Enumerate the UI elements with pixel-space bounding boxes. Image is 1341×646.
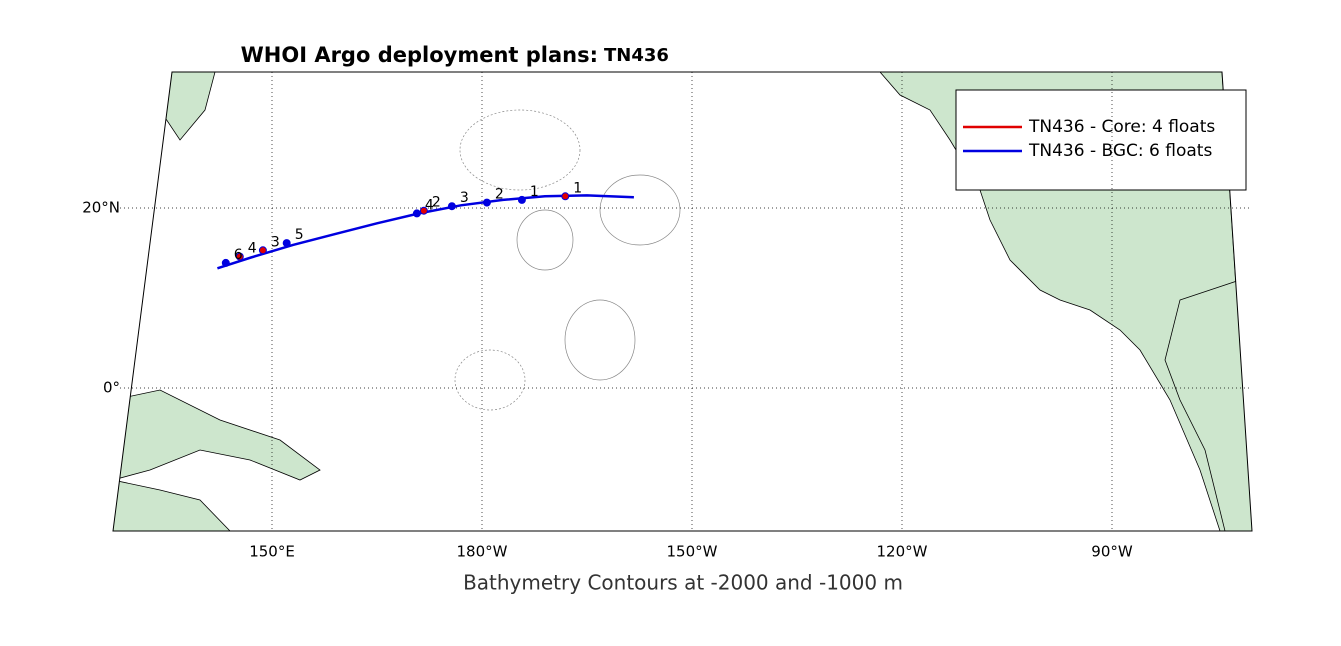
- legend-label: TN436 - BGC: 6 floats: [1028, 141, 1212, 161]
- legend-label: TN436 - Core: 4 floats: [1028, 117, 1215, 137]
- float-label: 4: [425, 197, 434, 213]
- float-label: 2: [432, 195, 441, 211]
- legend-box: [955, 89, 1247, 191]
- float-marker: [561, 192, 570, 201]
- float-marker: [412, 209, 421, 218]
- map-frame: [112, 71, 1253, 532]
- lon-tick-label: 150°E: [249, 543, 295, 561]
- bathymetry-contour: [459, 109, 581, 191]
- float-marker: [419, 206, 428, 215]
- cruise: TN436: [604, 45, 669, 66]
- float-label: 3: [460, 190, 469, 206]
- float-label: 6: [234, 247, 243, 263]
- float-marker: [482, 198, 491, 207]
- float-label: 1: [573, 180, 582, 196]
- float-marker: [221, 258, 230, 267]
- lat-tick-label: 20°N: [82, 199, 120, 217]
- float-marker: [282, 239, 291, 248]
- float-marker: [517, 195, 526, 204]
- lon-tick-label: 150°W: [667, 543, 718, 561]
- float-marker: [447, 202, 456, 211]
- lon-tick-label: 180°W: [457, 543, 508, 561]
- australia: [113, 479, 231, 531]
- bathymetry-contour: [564, 299, 636, 381]
- lon-tick-label: 90°W: [1091, 543, 1133, 561]
- float-label: 3: [271, 234, 280, 250]
- float-marker: [258, 246, 267, 255]
- asia: [159, 72, 216, 141]
- float-label: 2: [495, 187, 504, 203]
- x-label: Bathymetry Contours at -2000 and -1000 m: [463, 571, 903, 595]
- bathymetry-contour: [516, 209, 574, 271]
- float-label: 4: [248, 241, 257, 257]
- bathymetry-contour: [454, 349, 526, 411]
- float-label: 1: [530, 184, 539, 200]
- lat-tick-label: 0°: [103, 379, 120, 397]
- new-guinea: [113, 389, 321, 481]
- float-label: 5: [295, 227, 304, 243]
- lon-tick-label: 120°W: [877, 543, 928, 561]
- bathymetry-contour: [599, 174, 681, 246]
- title: WHOI Argo deployment plans:: [241, 43, 598, 67]
- float-marker: [235, 252, 244, 261]
